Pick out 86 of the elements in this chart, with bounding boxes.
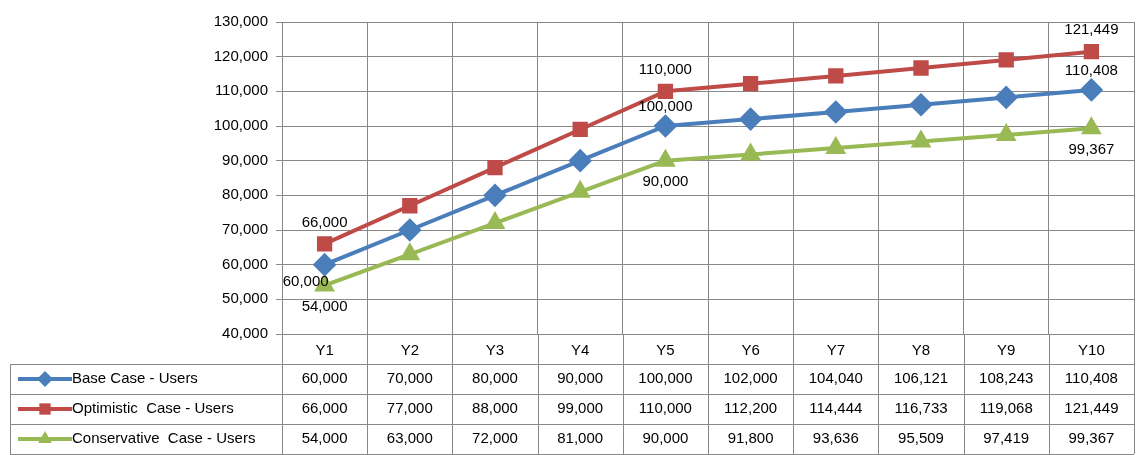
data-label: 54,000 bbox=[301, 429, 348, 447]
point bbox=[400, 244, 419, 261]
data-label: 91,800 bbox=[727, 429, 774, 447]
legend-label: Base Case - Users bbox=[72, 369, 198, 387]
point bbox=[572, 121, 588, 138]
data-label: 121,449 bbox=[1064, 399, 1119, 417]
annotation: 100,000 bbox=[638, 96, 693, 114]
data-label: 116,733 bbox=[894, 399, 948, 417]
x-tick-label: Y7 bbox=[826, 341, 845, 359]
y-tick-label: 100,000 bbox=[213, 116, 268, 134]
point bbox=[654, 115, 677, 137]
data-label: 95,509 bbox=[898, 429, 944, 447]
data-label: 63,000 bbox=[386, 429, 433, 447]
x-tick-label: Y2 bbox=[400, 341, 419, 359]
point bbox=[569, 149, 592, 172]
annotation: 110,000 bbox=[638, 59, 692, 77]
x-tick-label: Y3 bbox=[485, 341, 505, 359]
y-tick-label: 90,000 bbox=[222, 150, 268, 168]
data-label: 102,000 bbox=[723, 369, 778, 387]
point bbox=[398, 219, 421, 241]
point bbox=[1082, 118, 1101, 135]
annotation: 66,000 bbox=[301, 212, 348, 230]
point bbox=[828, 68, 844, 84]
data-label: 97,419 bbox=[983, 429, 1030, 447]
point bbox=[739, 108, 762, 131]
data-label: 106,121 bbox=[893, 369, 949, 387]
data-label: 110,000 bbox=[638, 399, 692, 417]
annotation: 121,449 bbox=[1064, 20, 1119, 38]
data-label: 114,444 bbox=[809, 399, 863, 417]
data-label: 77,000 bbox=[386, 399, 433, 417]
point bbox=[313, 253, 336, 276]
point bbox=[995, 86, 1018, 109]
x-tick-label: Y4 bbox=[571, 341, 590, 359]
x-tick-label: Y8 bbox=[911, 341, 931, 359]
data-label: 108,243 bbox=[979, 369, 1034, 387]
point bbox=[657, 83, 674, 99]
data-label: 70,000 bbox=[386, 369, 433, 387]
y-tick-label: 130,000 bbox=[213, 12, 268, 30]
data-label: 93,636 bbox=[812, 429, 859, 447]
annotation: 90,000 bbox=[642, 172, 689, 190]
legend-label: Conservative Case - Users bbox=[72, 429, 256, 447]
data-label: 100,000 bbox=[638, 369, 693, 387]
y-tick-label: 80,000 bbox=[222, 185, 268, 203]
data-label: 60,000 bbox=[301, 369, 348, 387]
point bbox=[1080, 78, 1103, 101]
data-label: 88,000 bbox=[472, 399, 518, 417]
legend-label: Optimistic Case - Users bbox=[72, 399, 234, 417]
data-label: 66,000 bbox=[301, 399, 348, 417]
y-tick-label: 40,000 bbox=[222, 324, 268, 342]
point bbox=[402, 198, 418, 214]
point bbox=[826, 138, 845, 155]
point bbox=[913, 60, 929, 76]
point bbox=[910, 93, 932, 116]
point bbox=[316, 236, 333, 252]
point bbox=[824, 101, 847, 123]
data-label: 119,068 bbox=[979, 399, 1033, 417]
y-tick-label: 70,000 bbox=[222, 220, 268, 238]
data-label: 80,000 bbox=[472, 369, 518, 387]
point bbox=[1083, 43, 1100, 60]
point bbox=[484, 184, 506, 207]
x-tick-label: Y5 bbox=[656, 341, 675, 359]
annotation: 110,408 bbox=[1064, 60, 1118, 78]
point bbox=[486, 213, 504, 230]
data-label: 110,408 bbox=[1064, 369, 1118, 387]
x-tick-label: Y1 bbox=[315, 341, 334, 359]
data-label: 72,000 bbox=[472, 429, 518, 447]
point bbox=[998, 52, 1014, 68]
y-tick-label: 50,000 bbox=[222, 289, 268, 307]
x-tick-label: Y6 bbox=[741, 341, 760, 359]
point bbox=[742, 76, 759, 92]
annotation: 99,367 bbox=[1068, 139, 1115, 157]
data-label: 112,200 bbox=[724, 399, 778, 417]
data-label: 104,040 bbox=[808, 369, 863, 387]
x-tick-label: Y10 bbox=[1078, 341, 1105, 359]
point bbox=[487, 159, 503, 176]
y-tick-label: 60,000 bbox=[222, 254, 268, 272]
data-label: 81,000 bbox=[557, 429, 604, 447]
data-label: 90,000 bbox=[642, 429, 689, 447]
data-label: 99,000 bbox=[557, 399, 604, 417]
y-tick-label: 120,000 bbox=[213, 46, 268, 64]
x-tick-label: Y9 bbox=[997, 341, 1016, 359]
data-label: 99,367 bbox=[1068, 429, 1115, 447]
data-label: 90,000 bbox=[557, 369, 604, 387]
point bbox=[741, 144, 760, 161]
y-tick-label: 110,000 bbox=[214, 81, 268, 99]
annotation: 54,000 bbox=[301, 297, 348, 315]
